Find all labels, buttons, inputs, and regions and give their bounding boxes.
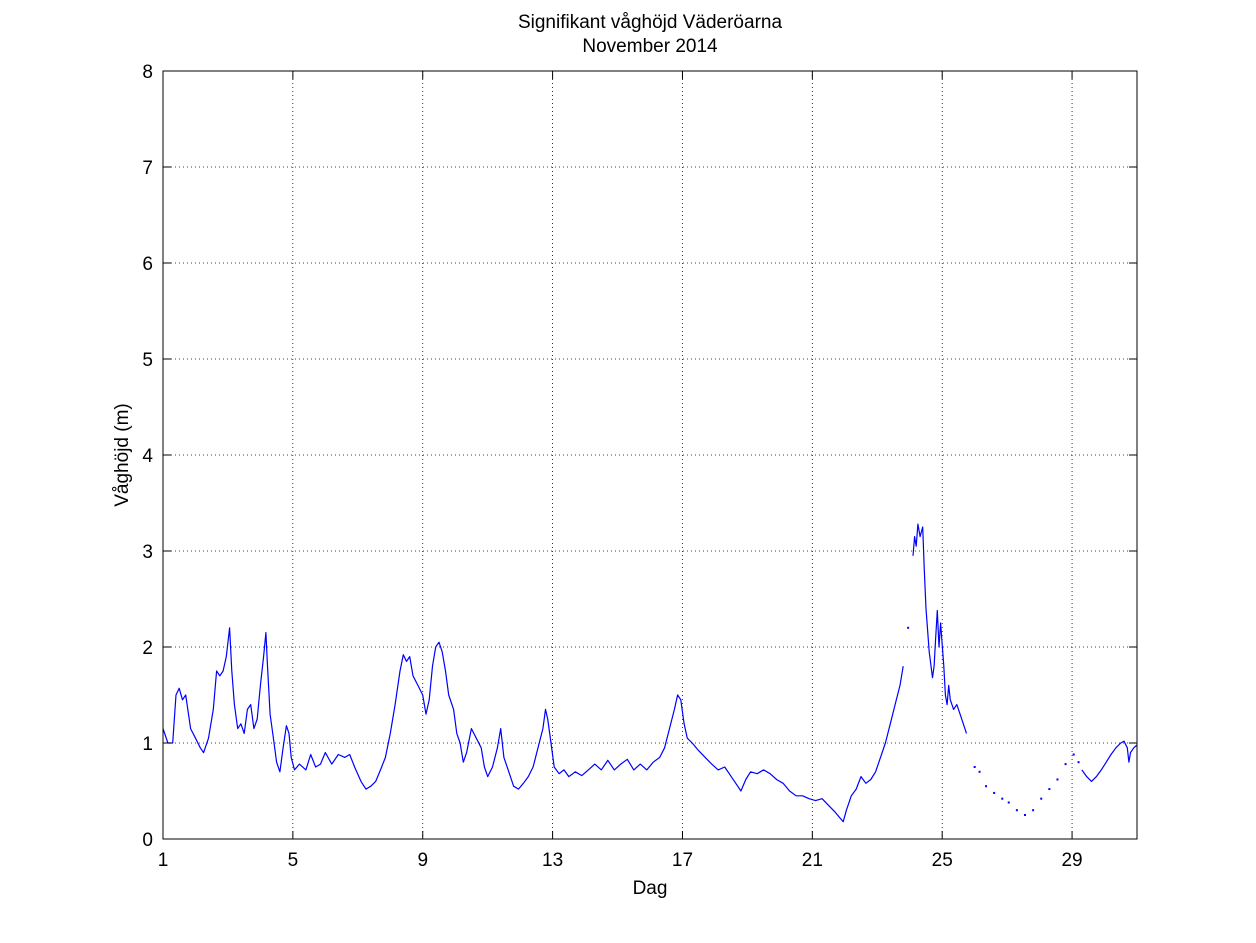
x-tick-label: 29 <box>1061 850 1082 871</box>
data-point <box>907 626 910 629</box>
series-line-segment <box>1081 740 1138 782</box>
data-point <box>1077 761 1080 764</box>
x-tick-label: 17 <box>672 850 693 871</box>
chart-subtitle: November 2014 <box>582 36 718 57</box>
y-tick-label: 3 <box>142 542 153 563</box>
data-point <box>1001 797 1004 800</box>
x-axis: 1 5 9 13 17 21 25 29 <box>158 71 1083 871</box>
data-point <box>1072 753 1075 756</box>
data-point <box>973 766 976 768</box>
data-point <box>1048 788 1051 791</box>
series-line-segment <box>162 627 904 823</box>
y-tick-label: 7 <box>142 158 153 179</box>
data-point <box>1032 809 1035 812</box>
data-point <box>1023 814 1026 816</box>
y-tick-label: 6 <box>142 254 153 275</box>
data-point <box>1015 809 1018 812</box>
data-point <box>993 791 996 794</box>
series-line-segment <box>912 523 968 734</box>
data-point <box>1007 801 1010 804</box>
data-point <box>1056 778 1059 781</box>
y-tick-label: 4 <box>142 446 153 467</box>
x-tick-label: 25 <box>932 850 953 871</box>
x-axis-label: Dag <box>633 878 668 899</box>
y-axis-label: Våghöjd (m) <box>112 403 133 507</box>
x-tick-label: 9 <box>417 850 428 871</box>
x-tick-label: 21 <box>802 850 823 871</box>
y-tick-label: 8 <box>142 62 153 83</box>
data-series <box>162 523 1138 823</box>
x-tick-label: 1 <box>158 850 169 871</box>
y-tick-label: 5 <box>142 350 153 371</box>
grid <box>163 71 1137 839</box>
x-tick-label: 5 <box>288 850 299 871</box>
data-point <box>978 770 981 773</box>
y-tick-label: 1 <box>142 734 153 755</box>
y-axis: 0 1 2 3 4 5 6 7 8 <box>142 62 1137 851</box>
data-point <box>1064 763 1067 766</box>
y-tick-label: 2 <box>142 638 153 659</box>
y-tick-label: 0 <box>142 830 153 851</box>
data-point <box>1040 797 1043 800</box>
plot-frame <box>162 70 1138 840</box>
x-tick-label: 13 <box>542 850 563 871</box>
chart-title: Signifikant våghöjd Väderöarna <box>518 12 783 33</box>
data-point <box>985 785 988 788</box>
